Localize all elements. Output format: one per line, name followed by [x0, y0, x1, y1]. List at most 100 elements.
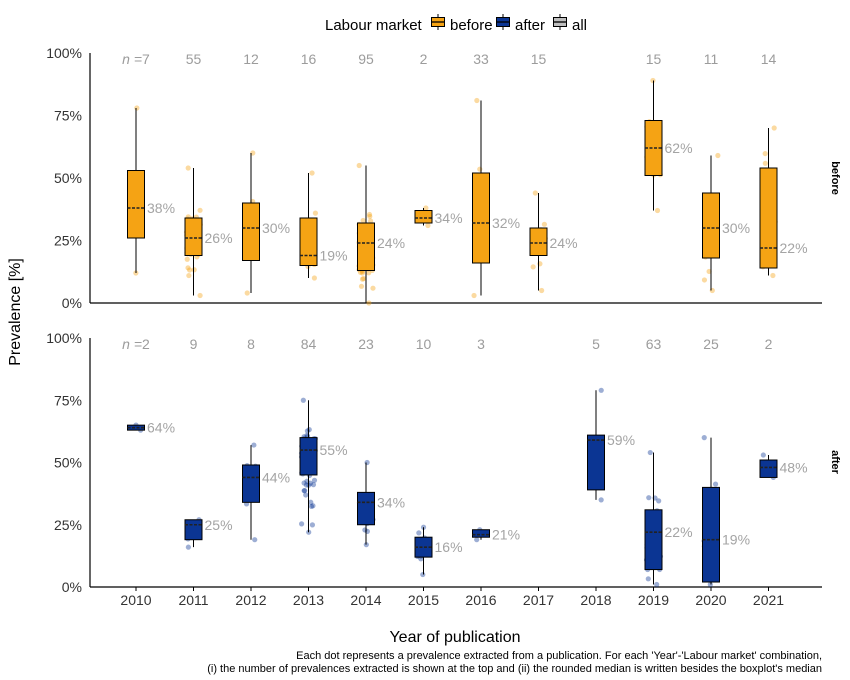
y-tick-label: 100% [46, 330, 82, 346]
data-point [309, 522, 316, 528]
x-tick-label: 2014 [350, 592, 381, 608]
data-point [312, 210, 319, 216]
y-tick-label: 50% [54, 170, 82, 186]
data-point [252, 537, 258, 543]
legend-key-before [430, 14, 446, 30]
data-point [598, 497, 604, 503]
data-point [366, 300, 372, 306]
data-point [251, 442, 257, 448]
data-point [310, 482, 317, 488]
facet-strip-label: before [829, 161, 841, 195]
n-count-label: 23 [358, 336, 374, 352]
legend-label-all: all [572, 17, 587, 34]
data-point [185, 165, 191, 171]
n-count-label: 2 [420, 51, 428, 67]
median-label: 21% [492, 527, 520, 543]
data-point [539, 287, 545, 294]
y-tick-label: 25% [54, 517, 82, 533]
median-label: 48% [780, 459, 808, 475]
x-tick-label: 2017 [523, 592, 554, 608]
data-point [420, 571, 426, 578]
data-point [309, 170, 315, 176]
legend-label-before: before [450, 17, 493, 34]
data-point [359, 276, 366, 282]
y-tick-label: 75% [54, 392, 82, 408]
n-count-label: 11 [704, 51, 719, 67]
box [357, 491, 375, 526]
data-point [762, 160, 768, 166]
data-point [360, 217, 366, 224]
median-label: 26% [205, 230, 233, 246]
box [242, 464, 260, 503]
x-tick-label: 2010 [120, 592, 151, 608]
box [529, 227, 548, 256]
median-label: 62% [665, 140, 693, 156]
median-label: 19% [320, 248, 348, 264]
data-point [368, 218, 374, 224]
data-point [185, 265, 191, 271]
data-point [362, 527, 368, 533]
n-count-label: 15 [531, 51, 547, 67]
data-point [302, 488, 308, 494]
data-point [706, 268, 712, 275]
box [759, 459, 778, 478]
box [702, 486, 720, 583]
median-label: 24% [550, 235, 578, 251]
y-tick-label: 0% [62, 579, 82, 595]
box [702, 192, 720, 259]
data-point [650, 77, 656, 84]
box [759, 167, 778, 269]
n-count-label: 33 [473, 51, 489, 67]
data-point [532, 190, 538, 196]
x-axis-ticks: 2010 2011 2012 2013 2014 2015 2016 2017 2018 2019… [120, 587, 784, 608]
data-point [366, 270, 372, 276]
median-label: 59% [607, 432, 635, 448]
data-point [474, 97, 480, 104]
data-point [310, 503, 316, 509]
box [357, 222, 375, 271]
x-tick-label: 2021 [753, 592, 784, 608]
data-point [300, 397, 306, 403]
y-tick-label: 50% [54, 455, 82, 471]
data-point [530, 264, 536, 270]
data-point [477, 166, 483, 172]
data-point [308, 499, 314, 505]
data-point [712, 481, 719, 487]
y-tick-label: 0% [62, 295, 82, 311]
box [414, 210, 433, 224]
data-point [647, 449, 653, 456]
data-point [425, 222, 431, 229]
data-point [770, 272, 776, 279]
data-point [303, 492, 309, 498]
n-count-label: 84 [301, 336, 317, 352]
box [127, 170, 145, 239]
median-label: 30% [722, 220, 750, 236]
box [184, 217, 203, 256]
legend-key-all [552, 14, 568, 30]
x-tick-label: 2012 [235, 592, 266, 608]
data-point [299, 521, 305, 527]
n-count-label: 3 [477, 336, 485, 352]
n-count-label: 12 [243, 51, 259, 67]
x-tick-label: 2019 [638, 592, 669, 608]
data-point [370, 285, 376, 291]
data-point [646, 495, 652, 501]
data-point [654, 207, 661, 214]
caption-line-1: Each dot represents a prevalence extract… [296, 650, 822, 662]
data-point [654, 581, 660, 588]
data-point [366, 211, 373, 218]
data-point [471, 292, 477, 299]
box [242, 202, 260, 261]
data-point [191, 267, 197, 273]
data-point [244, 290, 250, 296]
box [299, 437, 318, 476]
n-count-label: 10 [416, 336, 432, 352]
data-point [701, 277, 708, 283]
y-tick-label: 25% [54, 233, 82, 249]
data-point [304, 428, 310, 434]
median-label: 34% [377, 494, 405, 510]
n-count-label: 16 [301, 51, 317, 67]
median-label: 22% [665, 524, 693, 540]
data-point [134, 105, 140, 111]
data-point [416, 530, 422, 536]
